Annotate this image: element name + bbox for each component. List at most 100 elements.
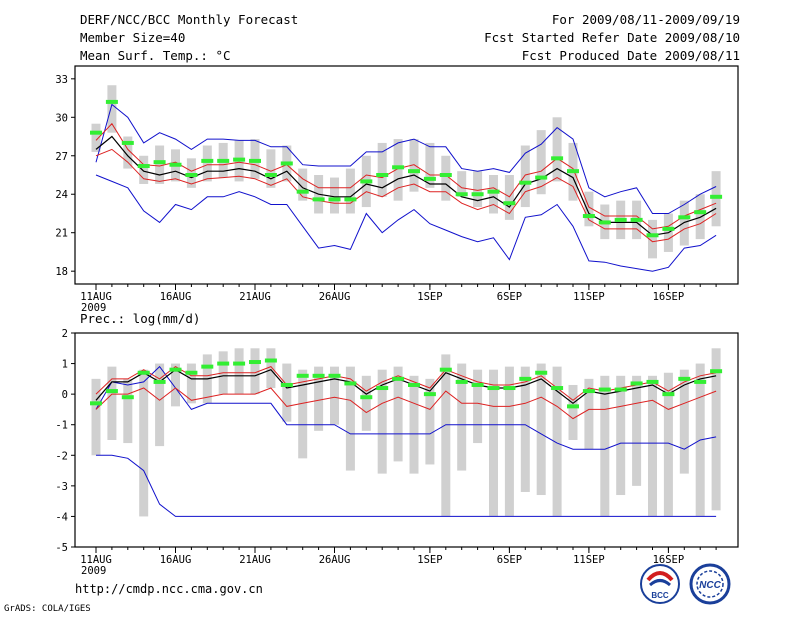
spread-bar	[504, 366, 514, 517]
green-marker	[249, 360, 261, 365]
spread-bar	[139, 155, 149, 184]
green-marker	[169, 162, 182, 167]
spread-bar	[282, 363, 292, 422]
chart-panel-2: -5 -4 -3 -2 -1 0 1 2 11AUG 16AUG 21AUG 26AUG 1SEP 6SE…	[55, 328, 739, 577]
green-marker	[551, 386, 564, 391]
green-marker	[614, 387, 627, 392]
x-year-label: 2009	[81, 302, 106, 314]
y-tick-label: 24	[55, 189, 68, 201]
spread-bar	[632, 375, 642, 486]
x-tick-label: 11AUG	[80, 291, 112, 303]
spread-bar	[473, 171, 483, 208]
green-marker	[471, 192, 484, 197]
spread-bar	[489, 369, 498, 517]
green-marker	[630, 381, 643, 386]
green-marker	[567, 404, 579, 409]
spread-bar	[520, 366, 530, 492]
green-marker	[233, 361, 246, 366]
green-marker	[153, 160, 166, 165]
series-line-mean	[95, 135, 717, 236]
x-tick-label: 16AUG	[160, 291, 192, 303]
green-marker	[185, 173, 198, 177]
spread-bar	[361, 375, 371, 431]
y-tick-label: 0	[62, 389, 68, 401]
green-marker	[439, 173, 452, 177]
x-tick-label: 6SEP	[497, 554, 522, 566]
plot-frame	[74, 332, 739, 548]
series-line-mean	[95, 368, 717, 405]
spread-bar	[457, 171, 467, 197]
green-marker	[328, 197, 341, 202]
spread-bar	[91, 378, 101, 456]
x-tick-label: 26AUG	[319, 291, 351, 303]
spread-bar	[441, 155, 451, 201]
y-tick-label: -1	[55, 420, 68, 432]
green-marker	[185, 370, 198, 375]
green-marker	[678, 215, 691, 220]
green-marker	[90, 401, 102, 406]
green-marker	[503, 386, 516, 391]
series-line-min	[95, 103, 717, 214]
spread-bar	[711, 348, 721, 511]
y-tick-label: 2	[62, 328, 68, 340]
green-marker	[662, 226, 675, 231]
green-marker	[201, 364, 214, 369]
green-marker	[105, 389, 118, 394]
fcst-produced-date: Fcst Produced Date 2009/08/11	[521, 48, 740, 63]
green-marker	[471, 382, 484, 387]
x-year-label: 2009	[81, 565, 106, 577]
spread-bar	[489, 175, 498, 214]
series-line-min	[95, 365, 717, 450]
x-tick-label: 21AUG	[239, 291, 271, 303]
green-marker	[519, 376, 532, 381]
green-marker	[217, 361, 230, 366]
spread-bar	[679, 369, 689, 474]
forecast-period: For 2009/08/11-2009/09/19	[551, 12, 740, 27]
green-marker	[296, 189, 309, 194]
green-marker	[646, 233, 659, 238]
green-marker	[503, 201, 516, 206]
spread-bar	[648, 219, 657, 259]
green-marker	[614, 217, 627, 222]
spread-bar	[139, 369, 149, 517]
spread-bar	[314, 366, 324, 431]
spread-bar	[616, 375, 626, 496]
series-line-max	[96, 454, 717, 517]
spread-bar	[266, 348, 276, 389]
y-tick-label: 30	[55, 112, 68, 124]
series-line-lower	[95, 387, 717, 420]
spread-bar	[266, 149, 276, 188]
green-marker	[694, 379, 707, 384]
green-marker	[344, 197, 357, 202]
spread-bar	[123, 136, 133, 169]
spread-bar	[425, 142, 435, 188]
green-marker	[582, 389, 595, 394]
source-url[interactable]: http://cmdp.ncc.cma.gov.cn	[75, 582, 263, 596]
green-marker	[678, 376, 691, 381]
series-line-upper	[95, 365, 717, 401]
green-marker	[264, 358, 277, 363]
green-marker	[535, 175, 548, 180]
spread-bar	[202, 145, 212, 182]
spread-bar	[330, 366, 339, 425]
green-marker	[694, 210, 707, 215]
x-tick-label: 21AUG	[239, 554, 271, 566]
green-marker	[455, 379, 468, 384]
x-tick-label: 11SEP	[573, 291, 605, 303]
spread-bar	[600, 375, 610, 517]
y-tick-label: -3	[55, 481, 68, 493]
x-tick-label: 16AUG	[160, 554, 192, 566]
plot-frame	[74, 65, 739, 285]
green-marker	[567, 169, 579, 174]
spread-bar	[345, 366, 355, 471]
green-marker	[105, 99, 118, 104]
x-tick-label: 1SEP	[417, 291, 442, 303]
x-tick-label: 16SEP	[653, 291, 685, 303]
variable-label: Mean Surf. Temp.: °C	[80, 48, 231, 63]
green-marker	[598, 387, 611, 392]
spread-bar	[648, 375, 657, 517]
green-marker	[376, 386, 389, 391]
chart-panel-1: 18 21 24 27 30 33 11AUG 16AUG 21AUG 26AUG 1SEP 6SEP…	[55, 65, 739, 314]
spread-bar	[330, 177, 339, 214]
green-marker	[423, 176, 436, 181]
